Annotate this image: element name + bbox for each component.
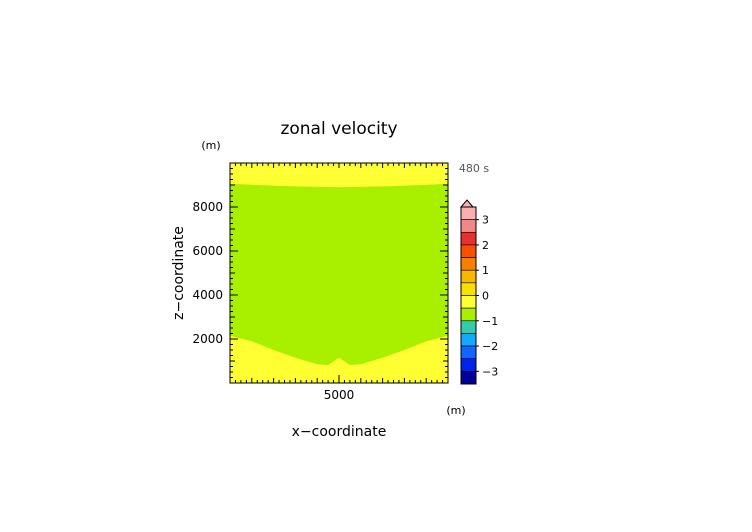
main-region-fill xyxy=(230,183,448,365)
colorbar-extend-arrow xyxy=(459,199,475,208)
colorbar-swatch xyxy=(460,307,477,322)
plot-area: 5000 2000 4000 6000 8000 xyxy=(192,162,449,402)
colorbar: 3 2 1 0 −1 −2 −3 xyxy=(459,199,498,385)
y-tick-label: 8000 xyxy=(192,200,223,214)
y-tick-label: 2000 xyxy=(192,332,223,346)
colorbar-swatch xyxy=(460,231,477,246)
y-tick-label: 6000 xyxy=(192,244,223,258)
colorbar-swatch xyxy=(460,358,477,372)
colorbar-tick-label: 0 xyxy=(482,290,489,303)
colorbar-swatches xyxy=(460,206,477,385)
time-label: 480 s xyxy=(459,162,489,175)
x-minor-ticks xyxy=(234,163,444,383)
y-tick-label: 4000 xyxy=(192,288,223,302)
colorbar-tick-label: −1 xyxy=(482,315,498,328)
colorbar-swatch xyxy=(460,345,477,360)
colorbar-swatch xyxy=(460,295,477,309)
colorbar-swatch xyxy=(460,257,477,271)
colorbar-swatch xyxy=(460,282,477,296)
colorbar-swatch xyxy=(460,269,477,284)
y-axis-label: z−coordinate xyxy=(171,226,187,320)
colorbar-swatch xyxy=(460,219,477,233)
x-tick-label: 5000 xyxy=(324,388,355,402)
x-axis-label: x−coordinate xyxy=(292,424,387,440)
colorbar-swatch xyxy=(460,244,477,258)
colorbar-tick-label: 2 xyxy=(482,239,489,252)
chart-title: zonal velocity xyxy=(280,119,397,139)
y-axis-unit: (m) xyxy=(201,139,220,152)
colorbar-tick-label: −3 xyxy=(482,365,498,378)
colorbar-swatch xyxy=(460,333,477,347)
colorbar-tick-label: 3 xyxy=(482,214,489,227)
colorbar-tick-label: 1 xyxy=(482,264,489,277)
colorbar-swatch xyxy=(460,206,477,220)
x-axis-ticks: 5000 xyxy=(324,375,355,402)
colorbar-ticks: 3 2 1 0 −1 −2 −3 xyxy=(476,214,498,378)
y-minor-ticks xyxy=(230,168,448,378)
colorbar-tick-label: −2 xyxy=(482,340,498,353)
colorbar-swatch xyxy=(460,371,477,385)
x-axis-unit: (m) xyxy=(446,404,465,417)
y-axis-ticks: 2000 4000 6000 8000 xyxy=(192,200,448,346)
colorbar-swatch xyxy=(460,320,477,334)
